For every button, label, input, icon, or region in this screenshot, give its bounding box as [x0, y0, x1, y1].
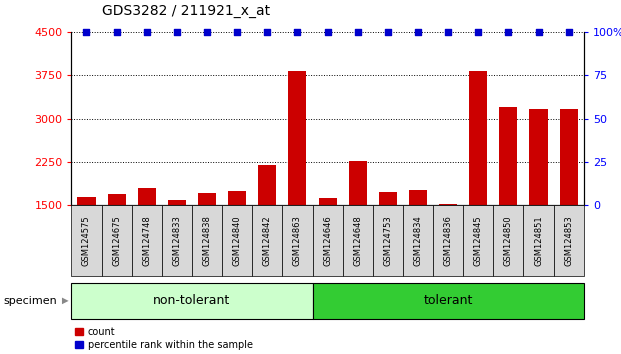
Legend: count, percentile rank within the sample: count, percentile rank within the sample	[71, 323, 257, 354]
Bar	[71, 283, 312, 319]
Text: GSM124836: GSM124836	[443, 215, 453, 266]
Text: GSM124840: GSM124840	[233, 215, 242, 266]
Bar	[373, 205, 403, 276]
Point	[473, 29, 483, 35]
Bar	[312, 205, 343, 276]
Bar	[530, 109, 548, 292]
Point	[172, 29, 182, 35]
Bar	[312, 283, 584, 319]
Bar	[433, 205, 463, 276]
Text: specimen: specimen	[3, 296, 57, 306]
Bar	[283, 205, 312, 276]
Point	[232, 29, 242, 35]
Point	[353, 29, 363, 35]
Point	[292, 29, 302, 35]
Point	[112, 29, 122, 35]
Bar	[228, 191, 246, 292]
Bar	[107, 194, 125, 292]
Point	[202, 29, 212, 35]
Bar	[192, 205, 222, 276]
Bar	[463, 205, 493, 276]
Text: GSM124853: GSM124853	[564, 215, 573, 266]
Text: GSM124863: GSM124863	[293, 215, 302, 266]
Text: GSM124675: GSM124675	[112, 215, 121, 266]
Point	[504, 29, 514, 35]
Bar	[168, 200, 186, 292]
Bar	[258, 165, 276, 292]
Bar	[499, 107, 517, 292]
Bar	[162, 205, 192, 276]
Bar	[439, 204, 457, 292]
Text: non-tolerant: non-tolerant	[153, 295, 230, 307]
Text: GSM124833: GSM124833	[173, 215, 181, 266]
Text: GSM124646: GSM124646	[323, 215, 332, 266]
Point	[142, 29, 152, 35]
Text: GSM124748: GSM124748	[142, 215, 152, 266]
Point	[564, 29, 574, 35]
Bar	[493, 205, 524, 276]
Bar	[343, 205, 373, 276]
Text: GSM124648: GSM124648	[353, 215, 362, 266]
Text: GSM124850: GSM124850	[504, 215, 513, 266]
Bar	[71, 205, 102, 276]
Point	[81, 29, 91, 35]
Bar	[560, 109, 578, 292]
Text: GSM124851: GSM124851	[534, 215, 543, 266]
Bar	[138, 188, 156, 292]
Bar	[469, 71, 487, 292]
Bar	[553, 205, 584, 276]
Bar	[288, 71, 307, 292]
Point	[443, 29, 453, 35]
Bar	[222, 205, 252, 276]
Text: GSM124834: GSM124834	[414, 215, 422, 266]
Bar	[403, 205, 433, 276]
Bar	[102, 205, 132, 276]
Bar	[252, 205, 283, 276]
Text: GSM124575: GSM124575	[82, 215, 91, 266]
Point	[533, 29, 543, 35]
Point	[383, 29, 393, 35]
Point	[262, 29, 272, 35]
Bar	[348, 161, 367, 292]
Point	[323, 29, 333, 35]
Text: GSM124842: GSM124842	[263, 215, 272, 266]
Point	[413, 29, 423, 35]
Bar	[409, 190, 427, 292]
Text: GSM124845: GSM124845	[474, 215, 483, 266]
Bar	[319, 198, 337, 292]
Bar	[379, 192, 397, 292]
Bar	[524, 205, 553, 276]
Text: GSM124838: GSM124838	[202, 215, 212, 266]
Text: tolerant: tolerant	[424, 295, 473, 307]
Bar	[132, 205, 162, 276]
Text: GSM124753: GSM124753	[383, 215, 392, 266]
Text: GDS3282 / 211921_x_at: GDS3282 / 211921_x_at	[102, 4, 271, 18]
Bar	[78, 197, 96, 292]
Bar	[198, 193, 216, 292]
